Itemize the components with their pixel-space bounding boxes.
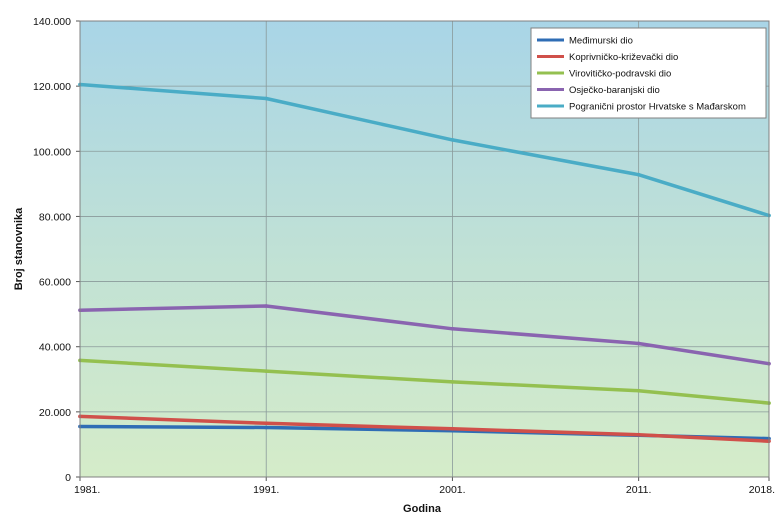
y-tick-label: 100.000: [33, 146, 71, 158]
x-axis-label: Godina: [403, 503, 442, 514]
plot-border: [79, 20, 770, 478]
data-point: [264, 425, 269, 430]
x-tick-label: 1991.: [253, 484, 279, 496]
legend-box: [530, 27, 767, 119]
y-axis-ticks: 0 20.000 40.000 60.000 80.000 100.000 120.000 1…: [33, 16, 80, 484]
data-point: [264, 96, 269, 101]
y-tick-label: 60.000: [39, 277, 71, 289]
legend-label: Koprivničko-križevački dio: [569, 52, 678, 63]
x-tick-label: 2001.: [439, 484, 465, 496]
legend-label: Virovitičko-podravski dio: [569, 69, 671, 80]
data-point: [450, 138, 455, 142]
data-point: [450, 327, 455, 331]
data-point: [450, 426, 455, 431]
y-tick-label: 140.000: [33, 16, 71, 28]
x-tick-label: 1981.: [74, 484, 100, 496]
data-point: [636, 432, 641, 437]
legend-label: Osječko-baranjski dio: [569, 85, 660, 96]
x-tick-label: 2018.: [749, 484, 775, 496]
legend-label: Međimurski dio: [569, 36, 633, 47]
legend: Međimurski dio Koprivničko-križevački dio…: [530, 27, 767, 119]
y-tick-label: 0: [65, 472, 71, 484]
data-point: [264, 369, 269, 373]
y-tick-label: 120.000: [33, 81, 71, 93]
y-tick-label: 80.000: [39, 211, 71, 223]
data-point: [450, 380, 455, 384]
data-point: [264, 304, 269, 308]
data-point: [636, 172, 641, 177]
data-point: [264, 421, 269, 426]
legend-label: Pogranični prostor Hrvatske s Mađarskom: [569, 102, 746, 113]
series-group: [78, 82, 771, 443]
y-tick-label: 20.000: [39, 407, 71, 419]
data-point: [636, 341, 641, 346]
x-tick-label: 2011.: [626, 484, 652, 496]
data-point: [636, 388, 641, 393]
x-axis-ticks: 1981. 1991. 2001. 2011. 2018.: [74, 477, 775, 496]
y-axis-label: Broj stanovnika: [13, 207, 25, 290]
y-tick-label: 40.000: [39, 342, 71, 354]
